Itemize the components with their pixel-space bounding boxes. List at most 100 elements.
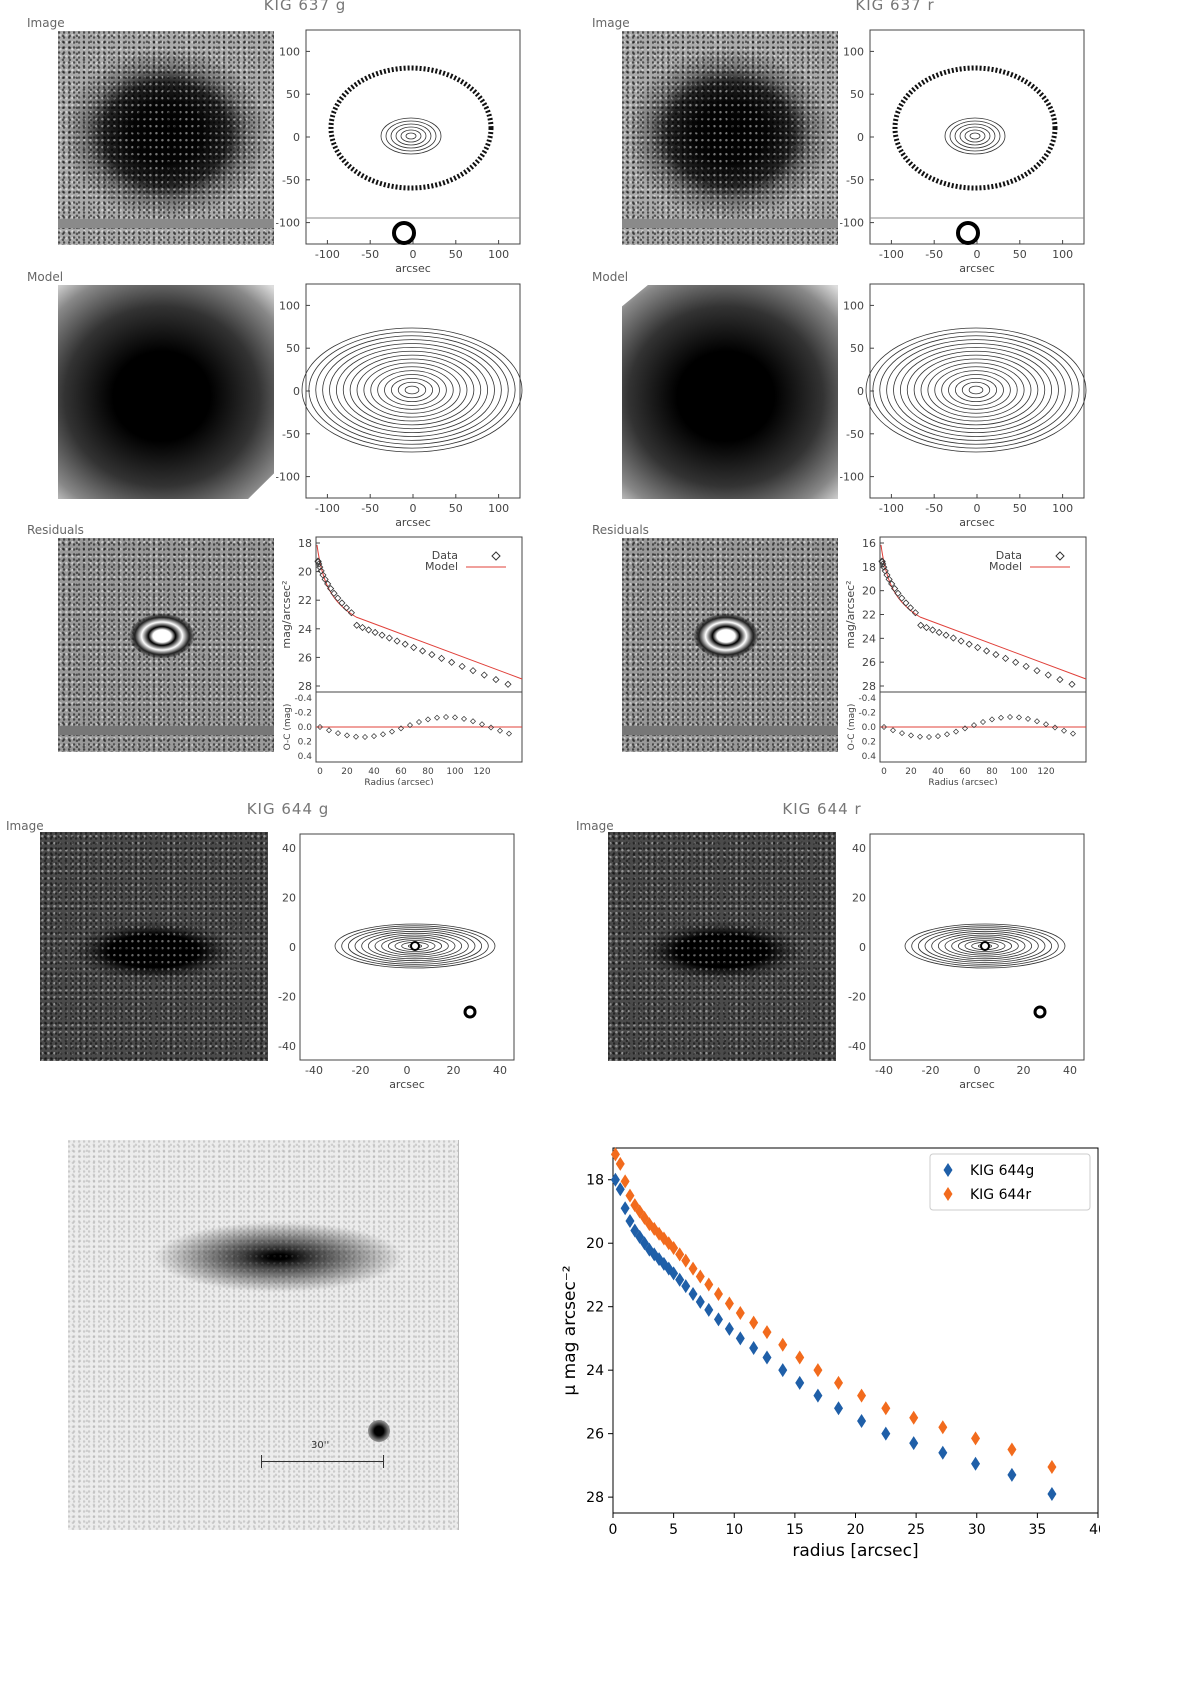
data-point bbox=[448, 658, 456, 666]
data-point-g bbox=[675, 1272, 685, 1287]
data-point bbox=[949, 634, 957, 642]
data-point-r bbox=[713, 1287, 723, 1301]
x-tick-label: 0 bbox=[404, 1064, 411, 1077]
data-point-g bbox=[795, 1375, 805, 1390]
data-point-g bbox=[971, 1456, 981, 1471]
data-point bbox=[327, 585, 335, 593]
scale-bar bbox=[261, 1461, 384, 1462]
data-point-g bbox=[1047, 1486, 1057, 1501]
y-tick-label: 22 bbox=[862, 609, 876, 622]
radius-tick-label: 60 bbox=[395, 767, 407, 777]
y-tick-label: -50 bbox=[846, 174, 864, 187]
y-tick-label: 18 bbox=[298, 537, 312, 550]
inner-isophote bbox=[405, 132, 417, 140]
resid-point bbox=[371, 733, 377, 740]
y-tick-label: -50 bbox=[846, 428, 864, 441]
model-isophote bbox=[404, 385, 420, 395]
resid-point bbox=[398, 725, 404, 732]
resid-point bbox=[998, 714, 1004, 721]
plot-frame bbox=[869, 833, 1085, 1061]
radius-axis-label: Radius (arcsec) bbox=[364, 778, 433, 785]
star-contour bbox=[956, 221, 980, 245]
galaxy-core bbox=[410, 941, 420, 951]
outer-isophote bbox=[892, 65, 1058, 191]
data-point bbox=[358, 623, 367, 632]
data-point bbox=[365, 626, 373, 634]
y-tick-label: 100 bbox=[843, 299, 864, 312]
kig644-deep-image: 30'' bbox=[68, 1140, 459, 1530]
data-point bbox=[492, 676, 500, 684]
x-tick-label: 50 bbox=[1013, 248, 1027, 261]
x-tick-label: 0 bbox=[974, 502, 981, 515]
data-point-r bbox=[654, 1226, 664, 1241]
model-isophote bbox=[322, 339, 502, 441]
data-point bbox=[438, 654, 446, 662]
kig637-g-residual-image bbox=[58, 538, 274, 752]
model-line bbox=[919, 616, 1087, 680]
model-isophote bbox=[961, 381, 991, 399]
kig644-r-contour-plot: -40 -20 0 20 40 40 20 0 -20 -40 arcsec bbox=[848, 833, 1085, 1091]
data-point-g bbox=[688, 1287, 698, 1301]
legend-marker bbox=[943, 1187, 953, 1201]
x-tick-label: 40 bbox=[493, 1064, 507, 1077]
y-tick-label: 50 bbox=[286, 88, 300, 101]
x-axis-label: arcsec bbox=[395, 262, 431, 275]
kig644-g-image bbox=[40, 832, 268, 1061]
y-tick-label: -20 bbox=[848, 991, 866, 1004]
y-tick-label: 28 bbox=[862, 680, 876, 693]
kig637-g-model-image bbox=[58, 285, 274, 499]
resid-point bbox=[944, 731, 950, 738]
x-axis-label: arcsec bbox=[959, 1078, 995, 1091]
data-point bbox=[315, 560, 323, 568]
data-point-g bbox=[938, 1445, 948, 1460]
data-point-r bbox=[971, 1431, 981, 1446]
y-tick-label: -50 bbox=[282, 428, 300, 441]
star-contour bbox=[1033, 1005, 1047, 1019]
x-tick-label: -50 bbox=[361, 502, 379, 515]
data-point-r bbox=[813, 1363, 823, 1378]
data-point-r bbox=[938, 1420, 948, 1435]
inner-isophote bbox=[969, 132, 981, 140]
x-tick-label: -50 bbox=[925, 502, 943, 515]
y-tick-label: 40 bbox=[282, 842, 296, 855]
model-isophote bbox=[941, 370, 1011, 410]
resid-tick-label: -0.2 bbox=[858, 709, 876, 719]
x-tick-label: 0 bbox=[609, 1522, 618, 1538]
data-point bbox=[1022, 662, 1030, 670]
data-point-g bbox=[762, 1350, 772, 1365]
y-tick-label: 18 bbox=[586, 1173, 604, 1189]
resid-tick-label: 0.4 bbox=[862, 752, 877, 762]
resid-point bbox=[344, 732, 350, 739]
data-point-g bbox=[735, 1331, 745, 1346]
radius-tick-label: 120 bbox=[473, 767, 490, 777]
data-point-g bbox=[813, 1388, 823, 1403]
model-isophote bbox=[920, 358, 1032, 422]
y-tick-label: -40 bbox=[278, 1040, 296, 1053]
resid-tick-label: 0.2 bbox=[298, 738, 312, 748]
resid-tick-label: -0.4 bbox=[294, 694, 312, 704]
data-point-r bbox=[1007, 1442, 1017, 1457]
resid-point bbox=[962, 725, 968, 732]
panel-title-kig637-r: KIG 637 r bbox=[855, 0, 935, 14]
data-point-g bbox=[857, 1413, 867, 1428]
model-isophote bbox=[397, 381, 427, 399]
data-point-r bbox=[909, 1410, 919, 1425]
data-point-g bbox=[704, 1302, 714, 1317]
y-tick-label: 40 bbox=[852, 842, 866, 855]
isophote bbox=[944, 934, 1026, 958]
model-isophote bbox=[377, 370, 447, 410]
data-point-g bbox=[615, 1182, 625, 1197]
resid-point bbox=[917, 733, 923, 740]
inner-isophote bbox=[385, 120, 437, 152]
resid-tick-label: 0.0 bbox=[298, 723, 313, 733]
resid-axis-label: O-C (mag) bbox=[847, 704, 857, 751]
resid-point bbox=[899, 730, 905, 737]
data-point-r bbox=[669, 1240, 679, 1255]
radius-tick-label: 0 bbox=[881, 767, 887, 777]
radius-tick-label: 80 bbox=[986, 767, 998, 777]
kig637-r-model-image bbox=[622, 285, 838, 499]
legend-data-marker bbox=[491, 551, 501, 561]
y-tick-label: 20 bbox=[862, 585, 876, 598]
x-tick-label: 5 bbox=[669, 1522, 678, 1538]
resid-point bbox=[407, 722, 413, 729]
